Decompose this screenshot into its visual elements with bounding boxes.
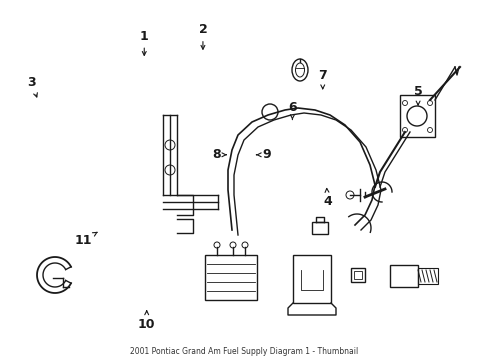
Bar (204, 255, 257, 300)
Bar (350, 268, 364, 282)
Text: 7: 7 (318, 69, 326, 89)
Text: 6: 6 (287, 101, 296, 120)
Bar (292, 255, 330, 303)
Text: 10: 10 (138, 311, 155, 330)
Text: 2: 2 (198, 23, 207, 49)
Bar (399, 95, 434, 137)
Bar (353, 271, 361, 279)
Text: 3: 3 (27, 76, 37, 97)
Text: 5: 5 (413, 85, 422, 105)
Text: 9: 9 (256, 148, 270, 161)
Bar (389, 265, 417, 287)
Text: 8: 8 (211, 148, 226, 161)
Text: 4: 4 (323, 188, 331, 208)
Bar (311, 222, 327, 234)
Text: 2001 Pontiac Grand Am Fuel Supply Diagram 1 - Thumbnail: 2001 Pontiac Grand Am Fuel Supply Diagra… (130, 347, 358, 356)
Text: 1: 1 (140, 30, 148, 55)
Text: 11: 11 (74, 232, 97, 247)
Bar (417, 268, 437, 284)
